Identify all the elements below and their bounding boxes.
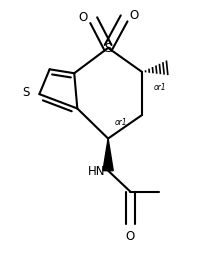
Polygon shape — [103, 139, 113, 171]
Text: or1: or1 — [114, 118, 127, 127]
Text: S: S — [22, 86, 30, 99]
Text: or1: or1 — [153, 83, 166, 92]
Text: O: O — [130, 9, 139, 22]
Text: HN: HN — [87, 165, 105, 178]
Text: O: O — [79, 11, 88, 23]
Text: O: O — [126, 230, 135, 243]
Text: S: S — [104, 42, 112, 55]
